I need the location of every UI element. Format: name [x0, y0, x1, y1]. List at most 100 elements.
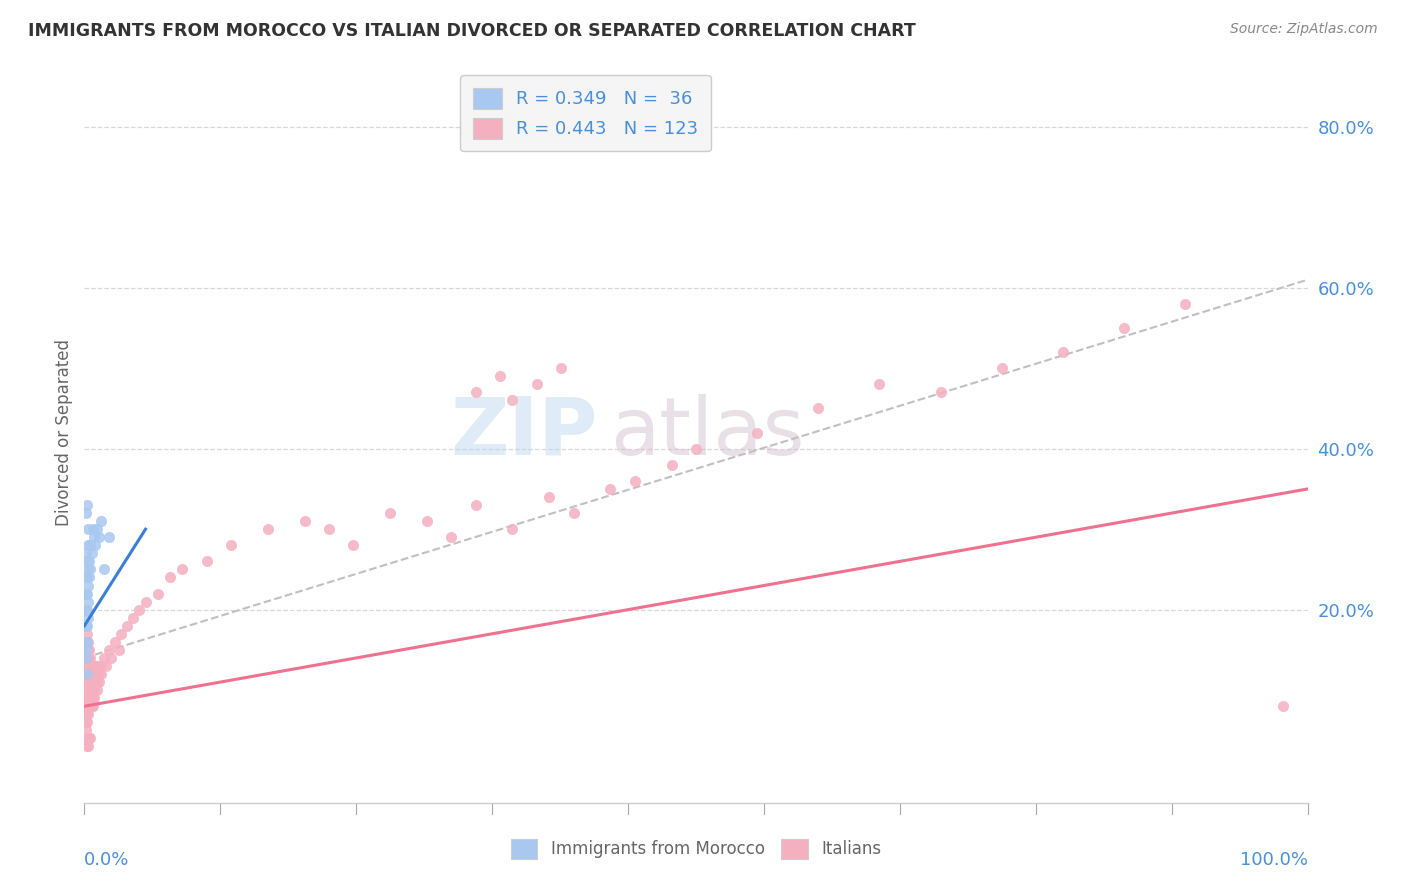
Point: [82, 522, 104, 536]
Point: [1272, 699, 1295, 714]
Point: [90, 667, 112, 681]
Point: [75, 675, 97, 690]
Point: [93, 651, 115, 665]
Point: [82, 683, 104, 698]
Point: [84, 667, 107, 681]
Point: [257, 522, 280, 536]
Point: [77, 562, 100, 576]
Point: [75, 506, 97, 520]
Point: [75, 691, 97, 706]
Point: [76, 619, 98, 633]
Point: [77, 659, 100, 673]
Point: [624, 474, 647, 488]
Point: [93, 562, 115, 576]
Point: [100, 651, 122, 665]
Point: [685, 442, 707, 456]
Point: [929, 385, 952, 400]
Point: [77, 675, 100, 690]
Point: [76, 707, 98, 722]
Text: 0.0%: 0.0%: [84, 851, 129, 869]
Point: [75, 715, 97, 730]
Point: [87, 675, 110, 690]
Point: [86, 522, 108, 536]
Point: [76, 667, 98, 681]
Point: [82, 691, 104, 706]
Point: [76, 659, 98, 673]
Point: [661, 458, 683, 472]
Point: [195, 554, 218, 568]
Point: [76, 683, 98, 698]
Point: [294, 514, 316, 528]
Point: [84, 538, 107, 552]
Point: [84, 675, 107, 690]
Point: [80, 659, 103, 673]
Point: [550, 361, 572, 376]
Point: [84, 659, 107, 673]
Point: [77, 643, 100, 657]
Point: [380, 506, 402, 520]
Point: [76, 667, 98, 681]
Point: [440, 530, 463, 544]
Point: [77, 651, 100, 665]
Point: [1174, 297, 1197, 311]
Point: [87, 667, 110, 681]
Point: [416, 514, 439, 528]
Point: [77, 731, 100, 746]
Point: [79, 651, 101, 665]
Point: [75, 707, 97, 722]
Text: 100.0%: 100.0%: [1240, 851, 1308, 869]
Point: [83, 675, 105, 690]
Point: [77, 610, 100, 624]
Point: [77, 667, 100, 681]
Point: [146, 586, 169, 600]
Point: [83, 683, 105, 698]
Point: [79, 731, 101, 746]
Point: [77, 578, 100, 592]
Point: [77, 554, 100, 568]
Point: [77, 538, 100, 552]
Point: [75, 643, 97, 657]
Point: [76, 699, 98, 714]
Point: [77, 643, 100, 657]
Point: [1052, 345, 1074, 359]
Point: [489, 369, 512, 384]
Point: [464, 498, 486, 512]
Point: [83, 530, 105, 544]
Point: [75, 723, 97, 738]
Point: [76, 586, 98, 600]
Text: atlas: atlas: [610, 393, 804, 472]
Point: [79, 538, 101, 552]
Point: [86, 675, 108, 690]
Point: [502, 393, 524, 408]
Point: [80, 691, 103, 706]
Point: [318, 522, 340, 536]
Point: [1114, 321, 1136, 335]
Point: [75, 731, 97, 746]
Point: [77, 667, 100, 681]
Point: [77, 691, 100, 706]
Point: [97, 643, 120, 657]
Point: [807, 401, 830, 416]
Point: [83, 691, 105, 706]
Point: [79, 683, 101, 698]
Point: [75, 659, 97, 673]
Text: ZIP: ZIP: [451, 393, 598, 472]
Point: [76, 635, 98, 649]
Point: [172, 562, 194, 576]
Point: [77, 522, 100, 536]
Legend: Immigrants from Morocco, Italians: Immigrants from Morocco, Italians: [501, 830, 891, 869]
Point: [80, 699, 103, 714]
Point: [77, 707, 100, 722]
Point: [75, 635, 97, 649]
Point: [80, 683, 103, 698]
Point: [80, 667, 103, 681]
Point: [77, 699, 100, 714]
Point: [75, 635, 97, 649]
Point: [77, 691, 100, 706]
Point: [75, 602, 97, 616]
Point: [75, 651, 97, 665]
Point: [80, 675, 103, 690]
Point: [77, 699, 100, 714]
Point: [159, 570, 181, 584]
Point: [82, 675, 104, 690]
